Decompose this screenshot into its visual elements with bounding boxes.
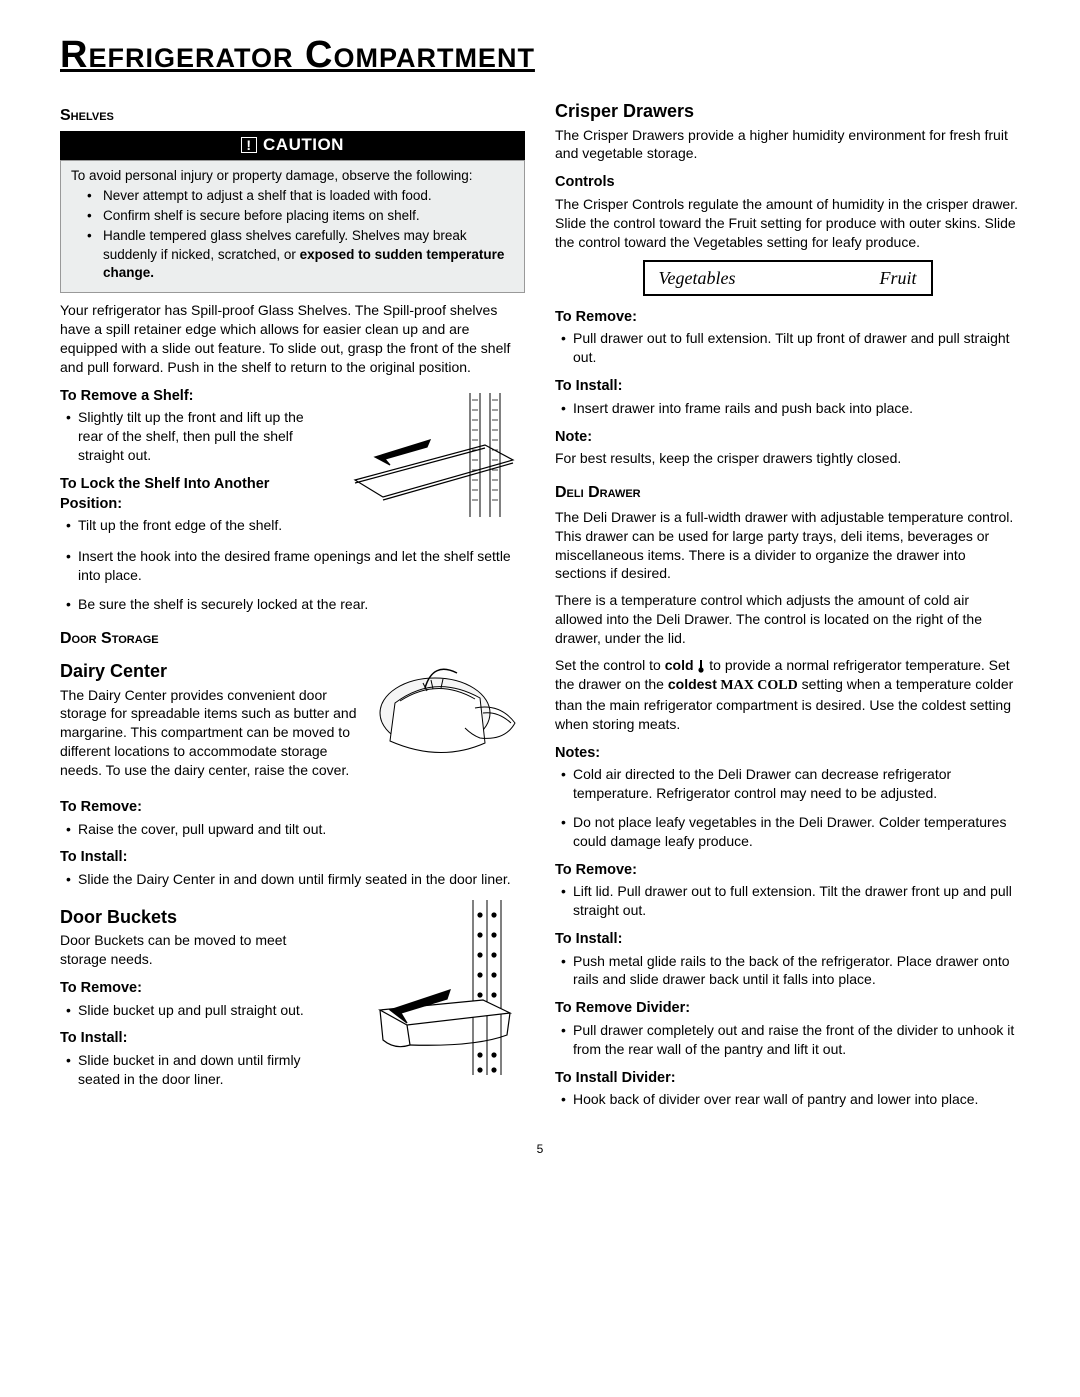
list-item: Hook back of divider over rear wall of p… — [561, 1090, 1020, 1109]
vegetables-label: Vegetables — [659, 266, 736, 290]
crisper-install-heading: To Install: — [555, 377, 1020, 397]
list-item: Slide bucket in and down until firmly se… — [66, 1051, 310, 1089]
list-item: Lift lid. Pull drawer out to full extens… — [561, 882, 1020, 920]
divider-remove-heading: To Remove Divider: — [555, 999, 1020, 1019]
deli-p2: There is a temperature control which adj… — [555, 591, 1020, 648]
deli-install-heading: To Install: — [555, 930, 1020, 950]
warning-icon: ! — [241, 137, 257, 153]
caution-item: Confirm shelf is secure before placing i… — [91, 207, 514, 225]
caution-item: Never attempt to adjust a shelf that is … — [91, 187, 514, 205]
crisper-paragraph: The Crisper Drawers provide a higher hum… — [555, 126, 1020, 164]
caution-item: Handle tempered glass shelves carefully.… — [91, 227, 514, 282]
divider-install-heading: To Install Divider: — [555, 1069, 1020, 1089]
caution-bar: ! CAUTION — [60, 131, 525, 160]
shelves-heading: Shelves — [60, 105, 525, 127]
list-item: Slide the Dairy Center in and down until… — [66, 870, 525, 889]
notes-heading: Notes: — [555, 744, 1020, 764]
list-item: Do not place leafy vegetables in the Del… — [561, 813, 1020, 851]
lock-shelf-heading: To Lock the Shelf Into Another Position: — [60, 475, 300, 514]
shelves-intro: Your refrigerator has Spill-proof Glass … — [60, 301, 525, 377]
crisper-control-label: Vegetables Fruit — [643, 260, 933, 296]
note-paragraph: For best results, keep the crisper drawe… — [555, 449, 1020, 468]
list-item: Pull drawer out to full extension. Tilt … — [561, 329, 1020, 367]
list-item: Tilt up the front edge of the shelf. — [66, 516, 525, 535]
dairy-remove-heading: To Remove: — [60, 798, 525, 818]
two-column-layout: Shelves ! CAUTION To avoid personal injur… — [60, 99, 1020, 1111]
buckets-paragraph: Door Buckets can be moved to meet storag… — [60, 931, 310, 969]
caution-label: CAUTION — [263, 135, 344, 154]
crisper-heading: Crisper Drawers — [555, 99, 1020, 123]
list-item: Push metal glide rails to the back of th… — [561, 952, 1020, 990]
fruit-label: Fruit — [879, 266, 916, 290]
dairy-figure — [365, 653, 525, 768]
deli-remove-heading: To Remove: — [555, 861, 1020, 881]
door-storage-heading: Door Storage — [60, 628, 525, 650]
right-column: Crisper Drawers The Crisper Drawers prov… — [555, 99, 1020, 1111]
list-item: Be sure the shelf is securely locked at … — [66, 595, 525, 614]
controls-paragraph: The Crisper Controls regulate the amount… — [555, 195, 1020, 252]
list-item: Cold air directed to the Deli Drawer can… — [561, 765, 1020, 803]
page-number: 5 — [60, 1141, 1020, 1157]
list-item: Raise the cover, pull upward and tilt ou… — [66, 820, 525, 839]
shelf-figure — [335, 385, 525, 525]
crisper-remove-heading: To Remove: — [555, 308, 1020, 328]
note-heading: Note: — [555, 428, 1020, 448]
caution-intro: To avoid personal injury or property dam… — [71, 167, 514, 185]
list-item: Slightly tilt up the front and lift up t… — [66, 408, 310, 465]
list-item: Insert the hook into the desired frame o… — [66, 547, 525, 585]
list-item: Slide bucket up and pull straight out. — [66, 1001, 310, 1020]
deli-p1: The Deli Drawer is a full-width drawer w… — [555, 508, 1020, 584]
left-column: Shelves ! CAUTION To avoid personal injur… — [60, 99, 525, 1111]
caution-box: To avoid personal injury or property dam… — [60, 160, 525, 293]
deli-p3: Set the control to cold to provide a nor… — [555, 656, 1020, 734]
bucket-figure — [355, 895, 525, 1080]
page-title: Refrigerator Compartment — [60, 30, 1020, 81]
list-item: Pull drawer completely out and raise the… — [561, 1021, 1020, 1059]
dairy-install-heading: To Install: — [60, 848, 525, 868]
deli-heading: Deli Drawer — [555, 482, 1020, 504]
list-item: Insert drawer into frame rails and push … — [561, 399, 1020, 418]
controls-heading: Controls — [555, 173, 1020, 193]
